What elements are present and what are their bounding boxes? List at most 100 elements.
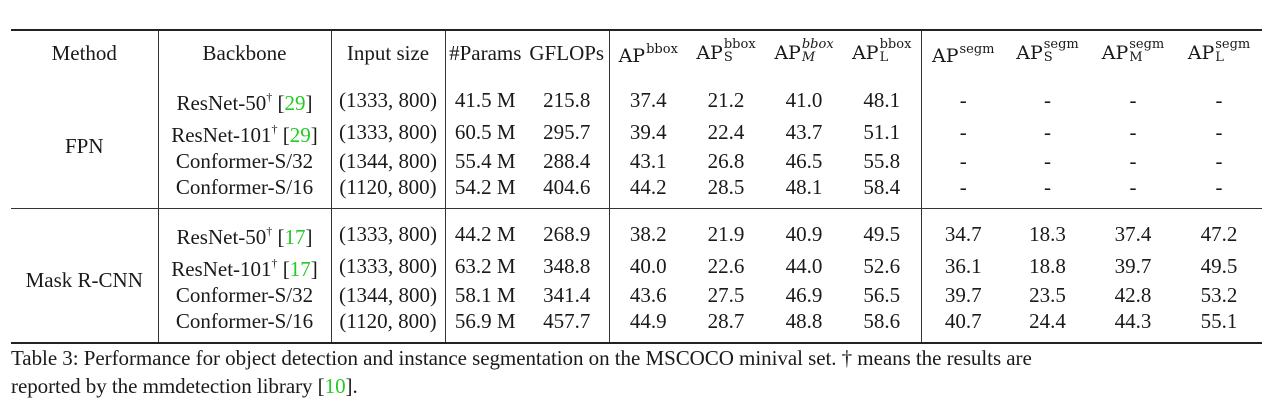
backbone-cell: ResNet-50† [17] [157,209,331,250]
ap-segm-m-cell: - [1129,175,1137,199]
header-params: #Params [444,31,525,75]
ap-bbox-cell: 44.2 [608,174,687,209]
ap-bbox-l-cell: 52.6 [863,254,901,278]
ap-bbox-l-cell: 56.5 [863,283,901,307]
table-row: Conformer-S/16 (1120, 800) 54.2 M 404.6 44.2… [11,174,1262,209]
backbone-cell: Conformer-S/16 [157,308,331,342]
ap-bbox-m-cell: 41.0 [785,88,823,112]
header-ap-segm-s: AP segm S [1016,36,1079,65]
ap-segm-l-cell: - [1215,175,1223,199]
header-ap-bbox-l: AP bbox L [852,36,912,65]
table-row: FPN ResNet-50† [29] (1333, 800) 41.5 M 215.8… [11,75,1262,158]
table-row: Conformer-S/32 (1344, 800) 58.1 M 341.4 43.6… [11,282,1262,308]
ap-segm-s-cell: - [1044,88,1051,112]
table-row: Mask R-CNN ResNet-50† [17] (1333, 800) 44.2… [11,209,1262,292]
ap-segm-cell: - [920,174,1005,209]
input-size-cell: (1344, 800) [330,148,445,174]
header-input-size: Input size [330,31,445,75]
header-ap-segm: APsegm [920,31,1005,75]
gflops-cell: 268.9 [543,222,591,246]
input-size-cell: (1120, 800) [330,174,445,209]
results-table: Method Backbone Input size #Params GFLOP… [11,31,1262,342]
backbone-cell: ResNet-50† [29] [157,75,331,116]
ap-bbox-s-cell: 26.8 [707,149,745,173]
ap-segm-cell: 36.1 [920,250,1005,282]
dagger-mark: † [271,122,278,136]
ap-segm-m-cell: 39.7 [1114,254,1152,278]
params-cell: 55.4 M [444,148,525,174]
ap-segm-l-cell: - [1215,149,1223,173]
header-backbone: Backbone [157,31,331,75]
citation-link[interactable]: 29 [284,91,306,115]
caption-line-2: reported by the mmdetection library [10]… [11,374,358,398]
ap-segm-s-cell: 24.4 [1029,309,1066,333]
header-ap-segm-l: AP segm L [1187,36,1251,65]
ap-segm-m-cell: - [1129,120,1137,144]
ap-segm-cell: 39.7 [920,282,1005,308]
method-cell: Mask R-CNN [25,268,143,292]
header-gflops: GFLOPs [529,41,605,65]
ap-segm-s-cell: 23.5 [1029,283,1066,307]
ap-segm-l-cell: - [1215,88,1223,112]
group-fpn: FPN ResNet-50† [29] (1333, 800) 41.5 M 215.8… [11,75,1262,209]
backbone-cell: Conformer-S/16 [157,174,331,209]
gflops-cell: 288.4 [543,149,591,173]
input-size-cell: (1333, 800) [330,116,445,148]
ap-bbox-s-cell: 21.2 [707,88,745,112]
ap-segm-m-cell: 37.4 [1114,222,1152,246]
ap-segm-cell: 34.7 [920,209,1005,250]
ap-bbox-m-cell: 48.8 [785,309,823,333]
ap-segm-l-cell: 47.2 [1200,222,1238,246]
header-ap-bbox: APbbox [608,31,687,75]
input-size-cell: (1344, 800) [330,282,445,308]
ap-segm-m-cell: 42.8 [1114,283,1152,307]
gflops-cell: 295.7 [543,120,591,144]
group-separator [11,208,1262,209]
ap-bbox-s-cell: 22.4 [707,120,745,144]
top-rule [11,29,1262,31]
citation-link[interactable]: 17 [289,257,311,281]
params-cell: 41.5 M [444,75,525,116]
params-cell: 58.1 M [444,282,525,308]
ap-bbox-s-cell: 27.5 [707,283,745,307]
input-size-cell: (1333, 800) [330,209,445,250]
ap-bbox-s-cell: 28.7 [707,309,745,333]
ap-segm-l-cell: 49.5 [1200,254,1238,278]
ap-bbox-m-cell: 43.7 [785,120,823,144]
table-row: Conformer-S/32 (1344, 800) 55.4 M 288.4 43.1… [11,148,1262,174]
header-ap-bbox-s: AP bbox S [696,36,756,65]
ap-segm-cell: - [920,75,1005,116]
backbone-cell: ResNet-101† [17] [157,250,331,282]
caption-line-1: Table 3: Performance for object detectio… [11,346,1032,370]
ap-segm-l-cell: - [1215,120,1223,144]
header-method: Method [51,41,117,65]
bottom-rule [11,342,1262,344]
ap-bbox-s-cell: 21.9 [707,222,745,246]
ap-segm-m-cell: - [1129,149,1137,173]
ap-bbox-l-cell: 55.8 [863,149,901,173]
input-size-cell: (1120, 800) [330,308,445,342]
group-mask-rcnn: Mask R-CNN ResNet-50† [17] (1333, 800) 44.2… [11,208,1262,342]
citation-link[interactable]: 29 [289,123,311,147]
gflops-cell: 457.7 [543,309,591,333]
dagger-mark: † [266,224,273,238]
method-cell: FPN [64,134,104,158]
ap-bbox-cell: 43.1 [608,148,687,174]
ap-segm-s-cell: - [1044,120,1051,144]
ap-segm-l-cell: 53.2 [1200,283,1238,307]
ap-bbox-s-cell: 22.6 [707,254,745,278]
ap-bbox-l-cell: 49.5 [863,222,901,246]
citation-link[interactable]: 10 [324,374,346,398]
input-size-cell: (1333, 800) [330,75,445,116]
ap-segm-cell: - [920,148,1005,174]
dagger-mark: † [271,256,278,270]
input-size-cell: (1333, 800) [330,250,445,282]
table-row: ResNet-101† [29] (1333, 800) 60.5 M 295.7 39… [11,116,1262,148]
backbone-cell: Conformer-S/32 [157,148,331,174]
ap-bbox-cell: 38.2 [608,209,687,250]
citation-link[interactable]: 17 [284,225,306,249]
ap-bbox-cell: 37.4 [608,75,687,116]
table-row: Conformer-S/16 (1120, 800) 56.9 M 457.7 44.9… [11,308,1262,342]
ap-segm-m-cell: - [1129,88,1137,112]
ap-bbox-s-cell: 28.5 [707,175,745,199]
